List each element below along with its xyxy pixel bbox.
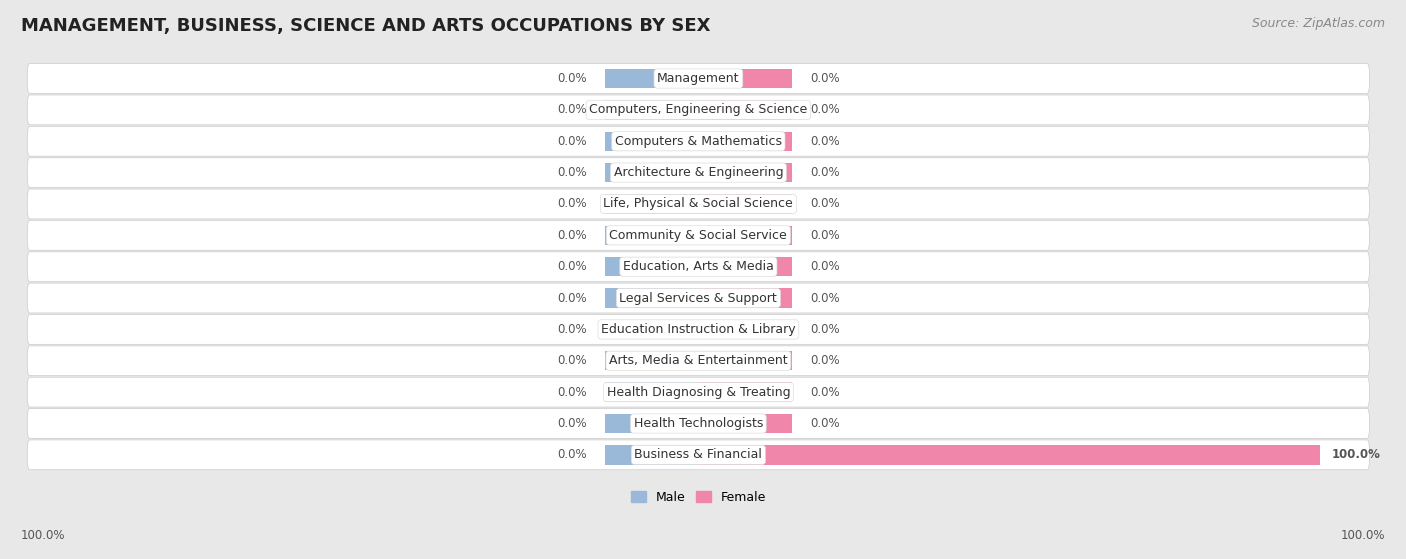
FancyBboxPatch shape bbox=[27, 126, 1369, 156]
FancyBboxPatch shape bbox=[27, 315, 1369, 344]
Text: Community & Social Service: Community & Social Service bbox=[609, 229, 787, 242]
Bar bbox=[699, 131, 792, 151]
Text: 0.0%: 0.0% bbox=[810, 260, 839, 273]
Text: 0.0%: 0.0% bbox=[557, 354, 586, 367]
Text: 0.0%: 0.0% bbox=[557, 72, 586, 85]
Text: MANAGEMENT, BUSINESS, SCIENCE AND ARTS OCCUPATIONS BY SEX: MANAGEMENT, BUSINESS, SCIENCE AND ARTS O… bbox=[21, 17, 710, 35]
Bar bbox=[699, 69, 792, 88]
Text: Health Technologists: Health Technologists bbox=[634, 417, 763, 430]
Bar bbox=[699, 257, 792, 276]
Bar bbox=[605, 226, 699, 245]
Text: Business & Financial: Business & Financial bbox=[634, 448, 762, 461]
Text: 0.0%: 0.0% bbox=[557, 135, 586, 148]
Text: 0.0%: 0.0% bbox=[557, 323, 586, 336]
Text: 0.0%: 0.0% bbox=[557, 103, 586, 116]
Bar bbox=[605, 288, 699, 308]
Bar bbox=[605, 163, 699, 182]
Text: 0.0%: 0.0% bbox=[557, 448, 586, 461]
Text: Architecture & Engineering: Architecture & Engineering bbox=[613, 166, 783, 179]
Text: 100.0%: 100.0% bbox=[21, 529, 66, 542]
FancyBboxPatch shape bbox=[27, 220, 1369, 250]
Bar bbox=[699, 351, 792, 371]
FancyBboxPatch shape bbox=[27, 64, 1369, 93]
Bar bbox=[699, 382, 792, 402]
Bar bbox=[605, 69, 699, 88]
Text: Arts, Media & Entertainment: Arts, Media & Entertainment bbox=[609, 354, 787, 367]
Bar bbox=[605, 195, 699, 214]
Text: 0.0%: 0.0% bbox=[810, 103, 839, 116]
Bar bbox=[699, 445, 1320, 465]
Text: 0.0%: 0.0% bbox=[810, 292, 839, 305]
Bar bbox=[605, 414, 699, 433]
Text: Health Diagnosing & Treating: Health Diagnosing & Treating bbox=[606, 386, 790, 399]
Text: 0.0%: 0.0% bbox=[810, 72, 839, 85]
Bar bbox=[699, 288, 792, 308]
Bar bbox=[699, 320, 792, 339]
Text: 0.0%: 0.0% bbox=[810, 417, 839, 430]
Text: 0.0%: 0.0% bbox=[810, 323, 839, 336]
Text: Education, Arts & Media: Education, Arts & Media bbox=[623, 260, 773, 273]
Bar bbox=[699, 100, 792, 120]
Text: 0.0%: 0.0% bbox=[557, 166, 586, 179]
Bar bbox=[605, 351, 699, 371]
Text: 0.0%: 0.0% bbox=[810, 197, 839, 211]
FancyBboxPatch shape bbox=[27, 409, 1369, 438]
FancyBboxPatch shape bbox=[27, 95, 1369, 125]
Bar bbox=[605, 320, 699, 339]
Text: 100.0%: 100.0% bbox=[1340, 529, 1385, 542]
FancyBboxPatch shape bbox=[27, 252, 1369, 282]
Text: 0.0%: 0.0% bbox=[557, 260, 586, 273]
Text: Life, Physical & Social Science: Life, Physical & Social Science bbox=[603, 197, 793, 211]
FancyBboxPatch shape bbox=[27, 377, 1369, 407]
Bar bbox=[605, 382, 699, 402]
FancyBboxPatch shape bbox=[27, 158, 1369, 187]
Text: 0.0%: 0.0% bbox=[557, 229, 586, 242]
Bar bbox=[699, 414, 792, 433]
FancyBboxPatch shape bbox=[27, 189, 1369, 219]
Bar bbox=[699, 163, 792, 182]
FancyBboxPatch shape bbox=[27, 283, 1369, 313]
Bar bbox=[605, 100, 699, 120]
Text: 0.0%: 0.0% bbox=[810, 229, 839, 242]
Text: 0.0%: 0.0% bbox=[557, 292, 586, 305]
Text: 0.0%: 0.0% bbox=[810, 354, 839, 367]
Text: Computers, Engineering & Science: Computers, Engineering & Science bbox=[589, 103, 807, 116]
Bar bbox=[605, 445, 699, 465]
FancyBboxPatch shape bbox=[27, 346, 1369, 376]
Text: Legal Services & Support: Legal Services & Support bbox=[620, 292, 778, 305]
Bar bbox=[605, 131, 699, 151]
Text: 0.0%: 0.0% bbox=[810, 166, 839, 179]
Text: Source: ZipAtlas.com: Source: ZipAtlas.com bbox=[1251, 17, 1385, 30]
Text: Computers & Mathematics: Computers & Mathematics bbox=[614, 135, 782, 148]
Bar bbox=[699, 195, 792, 214]
Legend: Male, Female: Male, Female bbox=[626, 486, 770, 509]
Text: Education Instruction & Library: Education Instruction & Library bbox=[600, 323, 796, 336]
Text: 0.0%: 0.0% bbox=[810, 135, 839, 148]
Text: 0.0%: 0.0% bbox=[810, 386, 839, 399]
Bar bbox=[699, 226, 792, 245]
Text: 0.0%: 0.0% bbox=[557, 197, 586, 211]
Bar bbox=[605, 257, 699, 276]
Text: 0.0%: 0.0% bbox=[557, 417, 586, 430]
Text: Management: Management bbox=[657, 72, 740, 85]
FancyBboxPatch shape bbox=[27, 440, 1369, 470]
Text: 0.0%: 0.0% bbox=[557, 386, 586, 399]
Text: 100.0%: 100.0% bbox=[1331, 448, 1381, 461]
